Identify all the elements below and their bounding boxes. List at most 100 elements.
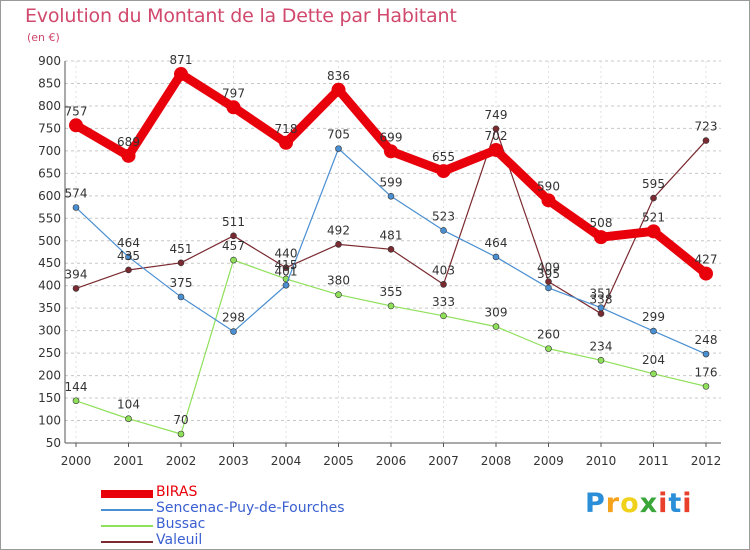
y-tick-label: 750 [38, 121, 61, 135]
data-point [650, 370, 657, 378]
y-tick-label: 400 [38, 279, 61, 293]
y-tick-label: 100 [38, 414, 61, 428]
data-label: 176 [695, 365, 718, 379]
chart-subtitle: (en €) [27, 31, 60, 44]
x-tick-label: 2009 [533, 454, 564, 468]
x-tick-label: 2012 [691, 454, 722, 468]
data-label: 511 [222, 215, 245, 229]
data-label: 248 [695, 333, 718, 347]
y-tick-label: 300 [38, 324, 61, 338]
data-point [125, 415, 132, 423]
x-tick-label: 2001 [113, 454, 144, 468]
data-label: 574 [65, 187, 88, 201]
y-tick-label: 600 [38, 189, 61, 203]
plot-area [65, 61, 721, 443]
data-label: 395 [537, 267, 560, 281]
data-label: 260 [537, 328, 560, 342]
x-tick-label: 2011 [638, 454, 669, 468]
data-point [702, 383, 710, 390]
data-label: 599 [380, 175, 403, 189]
data-label: 298 [222, 311, 245, 325]
x-tick-label: 2003 [218, 454, 249, 468]
data-label: 481 [380, 228, 403, 242]
data-label: 451 [170, 242, 193, 256]
x-tick-label: 2006 [376, 454, 407, 468]
data-label: 104 [117, 398, 140, 412]
data-point [331, 82, 346, 97]
x-tick-label: 2010 [586, 454, 617, 468]
data-label: 401 [275, 264, 298, 278]
data-point [489, 142, 503, 157]
data-label: 705 [327, 128, 350, 142]
data-label: 464 [117, 236, 140, 250]
data-label: 699 [380, 130, 403, 144]
data-label: 338 [590, 293, 613, 307]
data-label: 595 [642, 177, 665, 191]
legend-label: Sencenac-Puy-de-Fourches [156, 500, 345, 516]
logo-letter: o [620, 488, 640, 519]
data-label: 655 [432, 150, 455, 164]
data-point [387, 246, 395, 253]
data-point [436, 164, 451, 179]
data-point [387, 192, 395, 200]
data-point [282, 281, 290, 289]
data-label: 492 [327, 223, 350, 237]
data-label: 435 [117, 249, 140, 263]
legend-label: Bussac [156, 516, 206, 532]
y-tick-label: 550 [38, 211, 61, 225]
data-label: 871 [170, 53, 193, 67]
data-point [177, 259, 185, 267]
logo-letter: r [605, 488, 621, 519]
data-point [69, 118, 83, 133]
data-point [597, 357, 605, 364]
data-point [72, 397, 80, 405]
y-tick-label: 150 [38, 391, 61, 405]
data-label: 723 [695, 120, 718, 134]
data-point [279, 135, 293, 150]
data-point [440, 312, 447, 320]
data-point [387, 302, 395, 310]
data-point [125, 266, 132, 274]
data-label: 757 [65, 104, 88, 118]
data-label: 508 [590, 216, 613, 230]
data-point [335, 145, 342, 152]
legend-swatch [101, 509, 153, 511]
data-label: 521 [642, 210, 665, 224]
data-label: 523 [432, 209, 455, 223]
y-tick-label: 850 [38, 76, 61, 90]
data-label: 70 [173, 413, 188, 427]
data-point [545, 345, 552, 352]
data-label: 836 [327, 69, 350, 83]
x-tick-label: 2007 [428, 454, 459, 468]
data-point [125, 253, 132, 261]
data-label: 204 [642, 353, 665, 367]
data-point [121, 148, 136, 163]
data-label: 299 [642, 310, 665, 324]
data-point [384, 144, 398, 159]
data-point [230, 256, 237, 264]
data-label: 440 [275, 247, 298, 261]
data-point [230, 328, 237, 335]
data-point [702, 350, 710, 358]
data-label: 403 [432, 263, 455, 277]
data-point [335, 291, 342, 298]
data-label: 234 [590, 339, 613, 353]
logo-letter: i [658, 488, 669, 519]
x-tick-label: 2008 [481, 454, 512, 468]
y-tick-label: 650 [38, 166, 61, 180]
data-point [597, 304, 605, 312]
data-label: 333 [432, 295, 455, 309]
data-point [650, 194, 657, 202]
y-tick-label: 800 [38, 99, 61, 113]
data-label: 351 [590, 287, 613, 301]
data-point [492, 125, 500, 133]
data-point [597, 310, 605, 317]
data-label: 457 [222, 239, 245, 253]
x-tick-label: 2004 [271, 454, 302, 468]
legend-label: Valeuil [156, 532, 203, 548]
data-label: 797 [222, 86, 245, 100]
data-point [440, 281, 447, 288]
logo-letter: t [668, 488, 683, 519]
y-tick-label: 200 [38, 369, 61, 383]
